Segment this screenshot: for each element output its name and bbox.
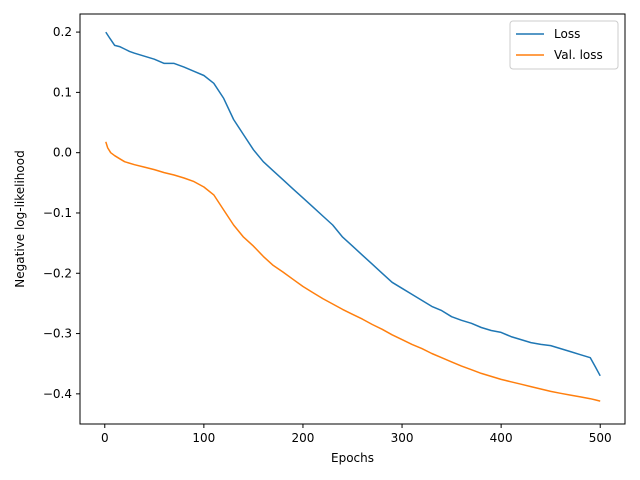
x-tick-label: 400 [490, 431, 513, 445]
series-line-val-loss [105, 141, 601, 402]
legend-label: Val. loss [554, 48, 603, 62]
legend: Loss Val. loss [509, 20, 619, 70]
legend-box [509, 20, 619, 70]
x-tick-label: 300 [391, 431, 414, 445]
x-tick-label: 200 [292, 431, 315, 445]
y-tick-label: −0.2 [43, 266, 72, 280]
y-tick-label: −0.1 [43, 206, 72, 220]
x-axis-ticks: 0 100 200 300 400 500 [101, 424, 612, 445]
x-tick-label: 100 [192, 431, 215, 445]
y-tick-label: −0.3 [43, 327, 72, 341]
legend-label: Loss [554, 27, 580, 41]
y-axis-label: Negative log-likelihood [13, 150, 27, 287]
y-axis-ticks: −0.4 −0.3 −0.2 −0.1 0.0 0.1 0.2 [43, 25, 80, 401]
x-tick-label: 0 [101, 431, 109, 445]
y-tick-label: 0.1 [53, 85, 72, 99]
axes-frame [79, 13, 626, 425]
y-tick-label: −0.4 [43, 387, 72, 401]
x-tick-label: 500 [589, 431, 612, 445]
series-line-loss [105, 31, 601, 377]
x-axis-label: Epochs [331, 451, 374, 465]
series-layer [105, 31, 601, 402]
y-tick-label: 0.0 [53, 146, 72, 160]
y-tick-label: 0.2 [53, 25, 72, 39]
